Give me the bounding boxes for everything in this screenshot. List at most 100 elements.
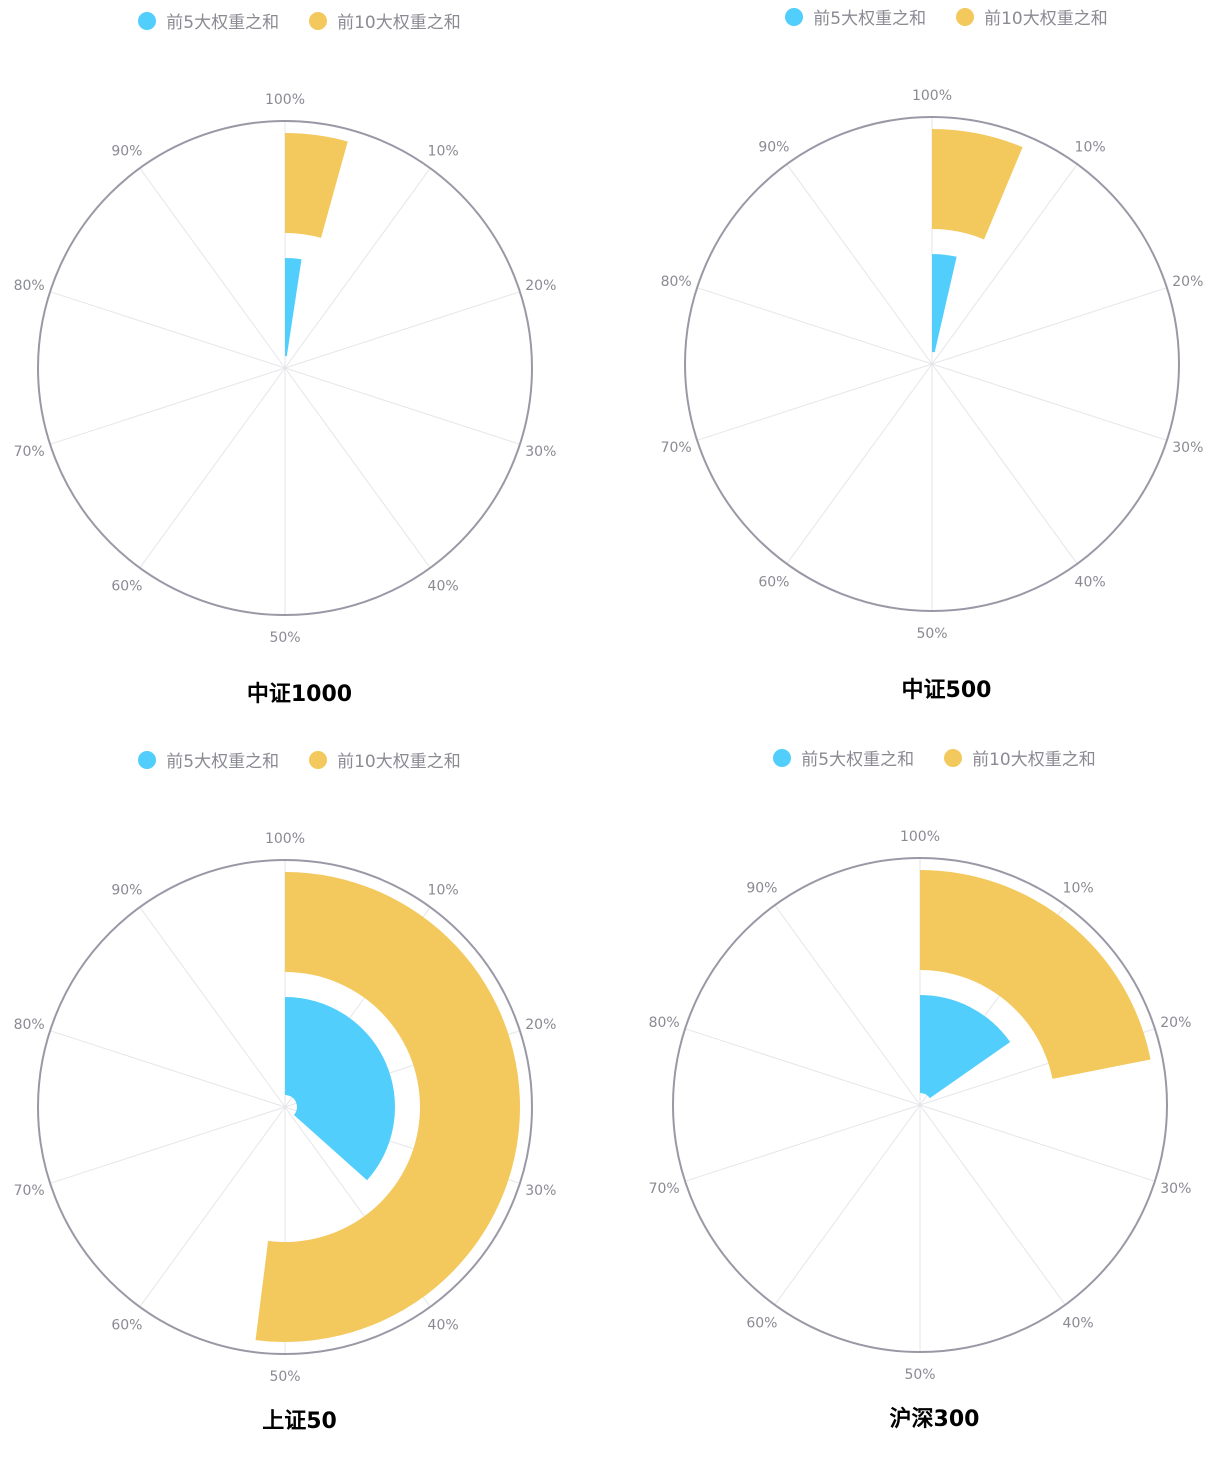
- grid-line: [786, 163, 933, 365]
- grid-line: [774, 904, 921, 1106]
- bar-top10[interactable]: [255, 872, 520, 1342]
- legend-label: 前5大权重之和: [801, 750, 915, 770]
- bar-top5[interactable]: [285, 258, 302, 357]
- chart-zz500: 前5大权重之和 前10大权重之和 100% 10% 20% 30% 40% 50% 60% 70%…: [642, 0, 1219, 725]
- grid-line: [49, 291, 286, 369]
- legend-item[interactable]: 前10大权重之和: [309, 747, 461, 772]
- angle-tick-label: 100%: [265, 92, 305, 108]
- angle-tick-label: 60%: [746, 1316, 777, 1332]
- bar-top5[interactable]: [920, 995, 1011, 1099]
- angle-tick-label: 100%: [265, 831, 305, 847]
- grid-line: [139, 167, 286, 369]
- bar-top5[interactable]: [932, 254, 957, 353]
- legend-label: 前5大权重之和: [166, 13, 280, 33]
- polar-plot: 100% 10% 20% 30% 40% 50% 60% 70% 80% 90%: [649, 829, 1192, 1383]
- grid-line: [49, 1106, 286, 1184]
- polar-plot: 100% 10% 20% 30% 40% 50% 60% 70% 80% 90%: [661, 88, 1204, 642]
- bar-top10[interactable]: [920, 870, 1151, 1079]
- angle-tick-label: 20%: [1172, 274, 1203, 290]
- legend-item[interactable]: 前5大权重之和: [785, 4, 926, 29]
- angle-tick-label: 40%: [428, 1318, 459, 1334]
- angle-tick-label: 90%: [758, 139, 789, 155]
- grid-line: [49, 1030, 286, 1108]
- chart-title: 中证500: [901, 678, 992, 703]
- angle-axis: [37, 859, 533, 1355]
- grid-line: [684, 1104, 921, 1182]
- legend: 前5大权重之和 前10大权重之和: [0, 8, 604, 33]
- angle-tick-label: 80%: [14, 278, 45, 294]
- angle-tick-label: 80%: [649, 1015, 680, 1031]
- angle-tick-label: 100%: [900, 829, 940, 845]
- angle-tick-label: 40%: [428, 579, 459, 595]
- grid-line: [49, 367, 286, 445]
- grid-line: [919, 1104, 1156, 1182]
- legend-item[interactable]: 前5大权重之和: [773, 745, 914, 770]
- angle-tick-label: 90%: [111, 143, 142, 159]
- grid-line: [919, 1104, 1066, 1306]
- chart-hs300: 前5大权重之和 前10大权重之和 100% 10% 20% 30% 40% 50% 60% 70%…: [630, 737, 1219, 1466]
- angle-tick-label: 90%: [746, 880, 777, 896]
- chart-title: 沪深300: [889, 1407, 980, 1432]
- legend-label: 前10大权重之和: [337, 752, 461, 772]
- polar-plot: 100% 10% 20% 30% 40% 50% 60% 70% 80% 90%: [14, 831, 557, 1385]
- polar-plot: 100% 10% 20% 30% 40% 50% 60% 70% 80% 90%: [14, 92, 557, 646]
- grid-line: [284, 167, 431, 369]
- legend-label: 前10大权重之和: [972, 750, 1096, 770]
- legend-label: 前5大权重之和: [166, 752, 280, 772]
- angle-tick-label: 30%: [1172, 440, 1203, 456]
- legend: 前5大权重之和 前10大权重之和: [642, 4, 1219, 29]
- grid-line: [786, 363, 933, 565]
- angle-tick-label: 50%: [269, 1369, 300, 1385]
- angle-tick-label: 50%: [916, 626, 947, 642]
- angle-tick-label: 60%: [111, 1318, 142, 1334]
- chart-sz50: 前5大权重之和 前10大权重之和 100% 10% 20% 30% 40% 50% 60% 70%…: [0, 739, 604, 1468]
- angle-tick-label: 40%: [1063, 1316, 1094, 1332]
- angle-tick-label: 100%: [912, 88, 952, 104]
- angle-tick-label: 60%: [111, 579, 142, 595]
- angle-tick-label: 40%: [1075, 575, 1106, 591]
- angle-axis: [684, 116, 1180, 612]
- legend-marker: [309, 750, 328, 769]
- bar-top10[interactable]: [932, 129, 1023, 240]
- legend-marker: [956, 7, 975, 26]
- grid-line: [696, 287, 933, 365]
- chart-zz1000: 前5大权重之和 前10大权重之和 100% 10% 20% 30% 40% 50% 60% 70%…: [0, 0, 604, 729]
- angle-tick-label: 70%: [661, 440, 692, 456]
- legend-marker: [944, 748, 963, 767]
- legend-item[interactable]: 前5大权重之和: [138, 8, 279, 33]
- grid-line: [696, 363, 933, 441]
- legend-item[interactable]: 前5大权重之和: [138, 747, 279, 772]
- angle-axis: [37, 120, 533, 616]
- angle-tick-label: 10%: [428, 143, 459, 159]
- angle-tick-label: 50%: [904, 1367, 935, 1383]
- angle-tick-label: 20%: [525, 278, 556, 294]
- angle-tick-label: 20%: [525, 1017, 556, 1033]
- grid-line: [284, 291, 521, 369]
- legend-marker: [785, 7, 804, 26]
- angle-tick-label: 10%: [1063, 880, 1094, 896]
- legend-item[interactable]: 前10大权重之和: [944, 745, 1096, 770]
- grid-line: [284, 367, 431, 569]
- grid-line: [139, 1106, 286, 1308]
- angle-tick-label: 30%: [1160, 1181, 1191, 1197]
- angle-tick-label: 30%: [525, 444, 556, 460]
- legend-marker: [773, 748, 792, 767]
- legend-label: 前5大权重之和: [813, 9, 927, 29]
- bar-top10[interactable]: [285, 133, 348, 238]
- grid-line: [139, 906, 286, 1108]
- legend-item[interactable]: 前10大权重之和: [309, 8, 461, 33]
- legend: 前5大权重之和 前10大权重之和: [0, 747, 604, 772]
- angle-tick-label: 60%: [758, 575, 789, 591]
- angle-tick-label: 50%: [269, 630, 300, 646]
- bar-top5[interactable]: [285, 997, 395, 1181]
- legend-marker: [138, 11, 157, 30]
- angle-tick-label: 70%: [14, 444, 45, 460]
- legend-item[interactable]: 前10大权重之和: [956, 4, 1108, 29]
- angle-tick-label: 10%: [428, 882, 459, 898]
- angle-axis: [672, 857, 1168, 1353]
- grid-line: [284, 367, 521, 445]
- angle-tick-label: 10%: [1075, 139, 1106, 155]
- angle-tick-label: 70%: [14, 1183, 45, 1199]
- angle-tick-label: 80%: [14, 1017, 45, 1033]
- legend-marker: [138, 750, 157, 769]
